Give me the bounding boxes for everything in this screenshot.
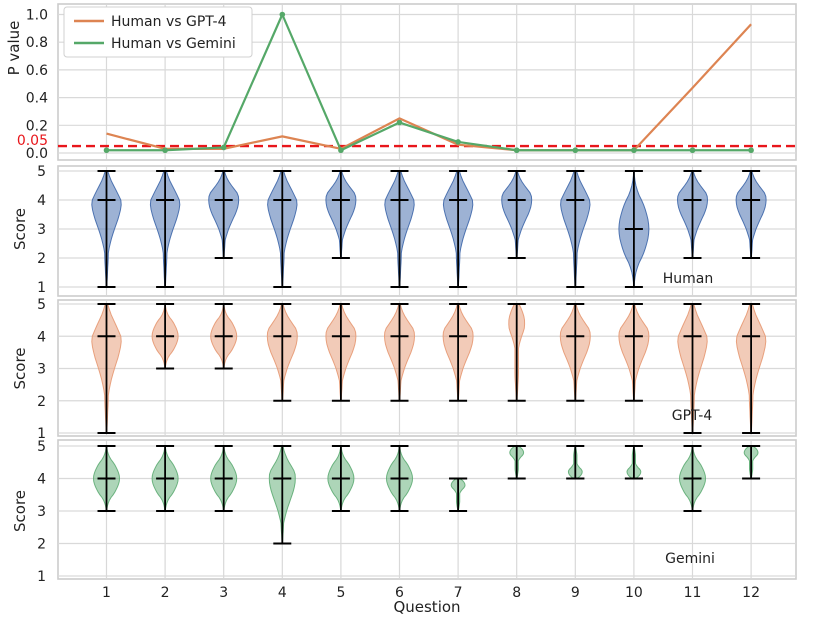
gemini-point: [572, 147, 579, 154]
panel-frame-1: [57, 3, 797, 161]
x-tick-label: 5: [336, 585, 345, 601]
legend-box: [63, 6, 253, 58]
p-value-tick-label: 0.8: [26, 35, 48, 51]
score-tick-label: 1: [37, 569, 46, 585]
x-tick-label: 11: [684, 585, 702, 601]
score-axis-label: Score: [11, 208, 29, 250]
gemini-point: [338, 147, 344, 154]
threshold-label: 0.05: [17, 133, 48, 149]
legend-label-gpt4: Human vs GPT-4: [111, 14, 227, 30]
gemini-point: [631, 147, 637, 154]
x-tick-label: 3: [219, 585, 228, 601]
panel-label: Gemini: [665, 551, 715, 567]
x-tick-label: 6: [395, 585, 404, 601]
gemini-point: [748, 147, 754, 154]
p-value-tick-label: 0.0: [26, 146, 48, 162]
score-tick-label: 3: [37, 504, 46, 520]
gemini-point: [279, 11, 286, 18]
score-tick-label: 5: [37, 439, 46, 455]
gemini-point: [220, 144, 227, 151]
x-tick-label: 4: [278, 585, 287, 601]
score-axis-label: Score: [11, 490, 29, 532]
chart-marks: [58, 6, 796, 545]
x-tick-label: 1: [102, 585, 111, 601]
score-tick-label: 4: [37, 472, 46, 488]
score-tick-label: 5: [37, 297, 46, 313]
gemini-point: [689, 147, 696, 154]
score-tick-label: 4: [37, 193, 46, 209]
score-tick-label: 5: [37, 164, 46, 180]
score-axis-label: Score: [11, 347, 29, 389]
gemini-point: [103, 147, 110, 154]
x-tick-label: 12: [742, 585, 760, 601]
chart-text: Question 0.0 0.2 0.4 0.6 0.8 1.0P value 0.05 Hu…: [5, 8, 760, 617]
gemini-point: [455, 139, 461, 145]
score-tick-label: 1: [37, 280, 46, 296]
score-tick-label: 4: [37, 329, 46, 345]
panel-label: GPT-4: [672, 408, 713, 424]
x-axis-label: Question: [393, 598, 460, 616]
p-value-tick-label: 0.4: [26, 91, 48, 107]
p-value-tick-label: 0.2: [26, 118, 48, 134]
p-value-axis-label: P value: [5, 21, 23, 76]
score-tick-label: 3: [37, 222, 46, 238]
score-tick-label: 2: [37, 537, 46, 553]
panel-frame-2: [57, 165, 797, 297]
x-tick-label: 7: [454, 585, 463, 601]
p-value-tick-label: 0.6: [26, 63, 48, 79]
series-line-human-vs-gemini: [106, 13, 752, 152]
legend-label-gemini: Human vs Gemini: [111, 36, 236, 52]
panel-frame-4: [57, 439, 797, 580]
x-tick-label: 10: [625, 585, 643, 601]
x-tick-label: 9: [571, 585, 580, 601]
score-tick-label: 2: [37, 251, 46, 267]
score-tick-label: 3: [37, 362, 46, 378]
gemini-point: [513, 147, 520, 154]
score-tick-label: 1: [37, 426, 46, 442]
x-tick-label: 8: [512, 585, 521, 601]
x-tick-label: 2: [161, 585, 170, 601]
gemini-point: [162, 147, 168, 154]
gemini-point: [396, 119, 403, 126]
p-value-tick-label: 1.0: [26, 8, 48, 24]
panel-label: Human: [663, 271, 714, 287]
score-tick-label: 2: [37, 394, 46, 410]
